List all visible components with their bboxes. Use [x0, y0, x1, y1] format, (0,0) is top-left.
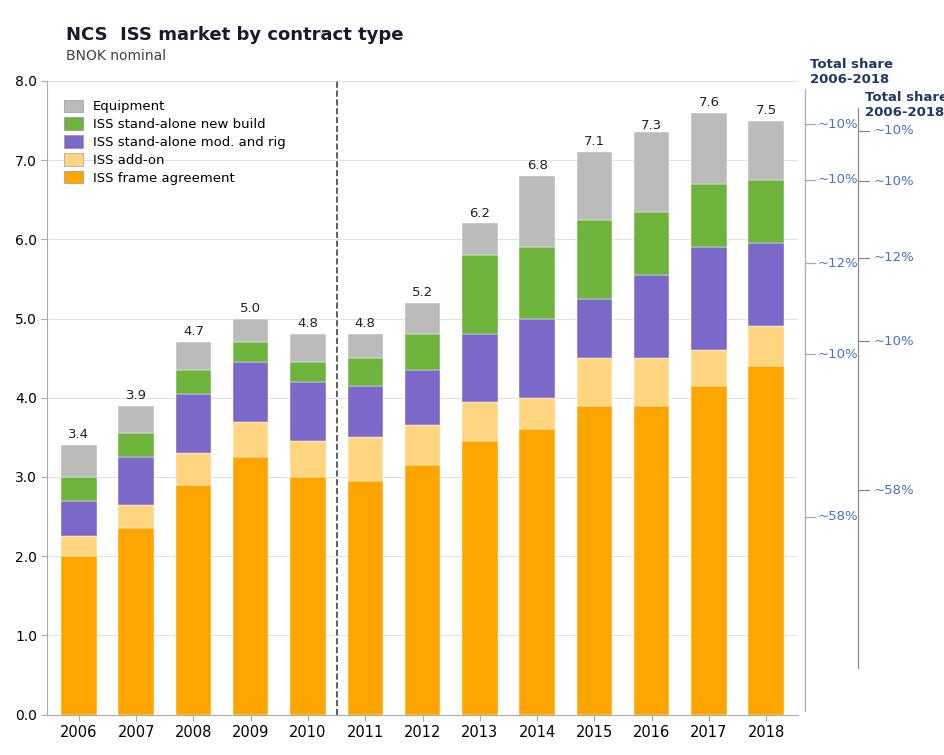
Bar	[404, 465, 440, 714]
Bar	[290, 362, 326, 382]
Bar	[233, 457, 268, 714]
Bar	[290, 442, 326, 477]
Bar	[118, 528, 154, 714]
Text: 7.6: 7.6	[698, 96, 718, 109]
Text: 7.5: 7.5	[755, 103, 776, 116]
Bar	[290, 334, 326, 362]
Bar	[176, 370, 211, 394]
Bar	[290, 382, 326, 442]
Bar	[633, 132, 668, 211]
Bar	[347, 481, 382, 714]
Bar	[233, 342, 268, 362]
Text: ~10%: ~10%	[817, 118, 857, 131]
Bar	[61, 556, 96, 714]
Bar	[519, 319, 554, 398]
Bar	[748, 326, 784, 366]
Bar	[576, 358, 612, 405]
Bar	[519, 176, 554, 247]
Bar	[633, 275, 668, 358]
Bar	[576, 220, 612, 299]
Bar	[748, 243, 784, 326]
Bar	[690, 184, 726, 247]
Bar	[347, 334, 382, 358]
Text: 4.8: 4.8	[297, 317, 318, 331]
Bar	[748, 366, 784, 714]
Text: ~58%: ~58%	[873, 484, 914, 497]
Bar	[576, 299, 612, 358]
Text: NCS  ISS market by contract type: NCS ISS market by contract type	[66, 26, 403, 45]
Bar	[690, 386, 726, 714]
Bar	[576, 405, 612, 714]
Text: ~12%: ~12%	[873, 251, 914, 264]
Text: ~12%: ~12%	[817, 257, 857, 270]
Text: 7.3: 7.3	[640, 119, 662, 132]
Bar	[633, 211, 668, 275]
Bar	[462, 442, 497, 714]
Bar	[176, 485, 211, 714]
Text: 4.8: 4.8	[354, 317, 376, 331]
Text: 3.4: 3.4	[68, 428, 90, 442]
Bar	[690, 350, 726, 386]
Bar	[176, 453, 211, 485]
Bar	[404, 426, 440, 465]
Bar	[61, 501, 96, 536]
Bar	[633, 405, 668, 714]
Bar	[462, 402, 497, 442]
Bar	[748, 180, 784, 243]
Bar	[233, 362, 268, 421]
Bar	[690, 247, 726, 350]
Bar	[61, 536, 96, 556]
Bar	[462, 223, 497, 255]
Bar	[519, 247, 554, 319]
Text: 3.9: 3.9	[126, 389, 146, 402]
Text: Total share
2006-2018: Total share 2006-2018	[864, 91, 944, 119]
Text: 6.2: 6.2	[469, 207, 490, 220]
Bar	[576, 153, 612, 220]
Text: 5.2: 5.2	[412, 285, 432, 299]
Bar	[118, 405, 154, 433]
Bar	[290, 477, 326, 714]
Bar	[347, 358, 382, 386]
Text: 5.0: 5.0	[240, 301, 261, 315]
Text: Total share
2006-2018: Total share 2006-2018	[809, 58, 892, 86]
Text: BNOK nominal: BNOK nominal	[66, 49, 166, 63]
Bar	[233, 319, 268, 342]
Text: 7.1: 7.1	[583, 135, 604, 148]
Text: ~10%: ~10%	[873, 124, 914, 137]
Bar	[519, 398, 554, 430]
Text: 4.7: 4.7	[183, 325, 204, 338]
Bar	[519, 430, 554, 714]
Bar	[748, 121, 784, 180]
Bar	[176, 394, 211, 453]
Bar	[61, 477, 96, 501]
Bar	[118, 433, 154, 457]
Text: ~10%: ~10%	[817, 174, 857, 186]
Text: ~10%: ~10%	[817, 347, 857, 361]
Bar	[462, 334, 497, 402]
Bar	[633, 358, 668, 405]
Bar	[462, 255, 497, 334]
Text: ~10%: ~10%	[873, 175, 914, 188]
Bar	[404, 303, 440, 334]
Text: ~10%: ~10%	[873, 334, 914, 348]
Bar	[347, 386, 382, 437]
Bar	[404, 334, 440, 370]
Bar	[690, 112, 726, 184]
Text: 6.8: 6.8	[526, 159, 547, 172]
Bar	[347, 437, 382, 481]
Bar	[404, 370, 440, 426]
Bar	[233, 421, 268, 457]
Bar	[176, 342, 211, 370]
Bar	[118, 504, 154, 528]
Legend: Equipment, ISS stand-alone new build, ISS stand-alone mod. and rig, ISS add-on, : Equipment, ISS stand-alone new build, IS…	[61, 97, 288, 187]
Bar	[61, 445, 96, 477]
Bar	[118, 457, 154, 504]
Text: ~58%: ~58%	[817, 510, 857, 523]
